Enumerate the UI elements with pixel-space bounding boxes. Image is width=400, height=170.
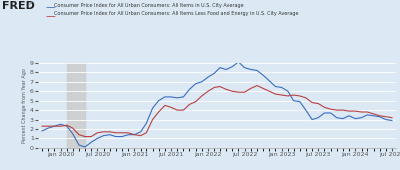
Text: —: — [46,3,56,13]
Bar [67,63,85,148]
Text: Consumer Price Index for All Urban Consumers: All Items in U.S. City Average: Consumer Price Index for All Urban Consu… [54,3,244,7]
Text: Consumer Price Index for All Urban Consumers: All Items Less Food and Energy in : Consumer Price Index for All Urban Consu… [54,11,298,16]
Text: ↗: ↗ [27,1,33,7]
Y-axis label: Percent Change from Year Ago: Percent Change from Year Ago [22,68,27,143]
Text: FRED: FRED [2,1,35,11]
Text: —: — [46,11,56,21]
